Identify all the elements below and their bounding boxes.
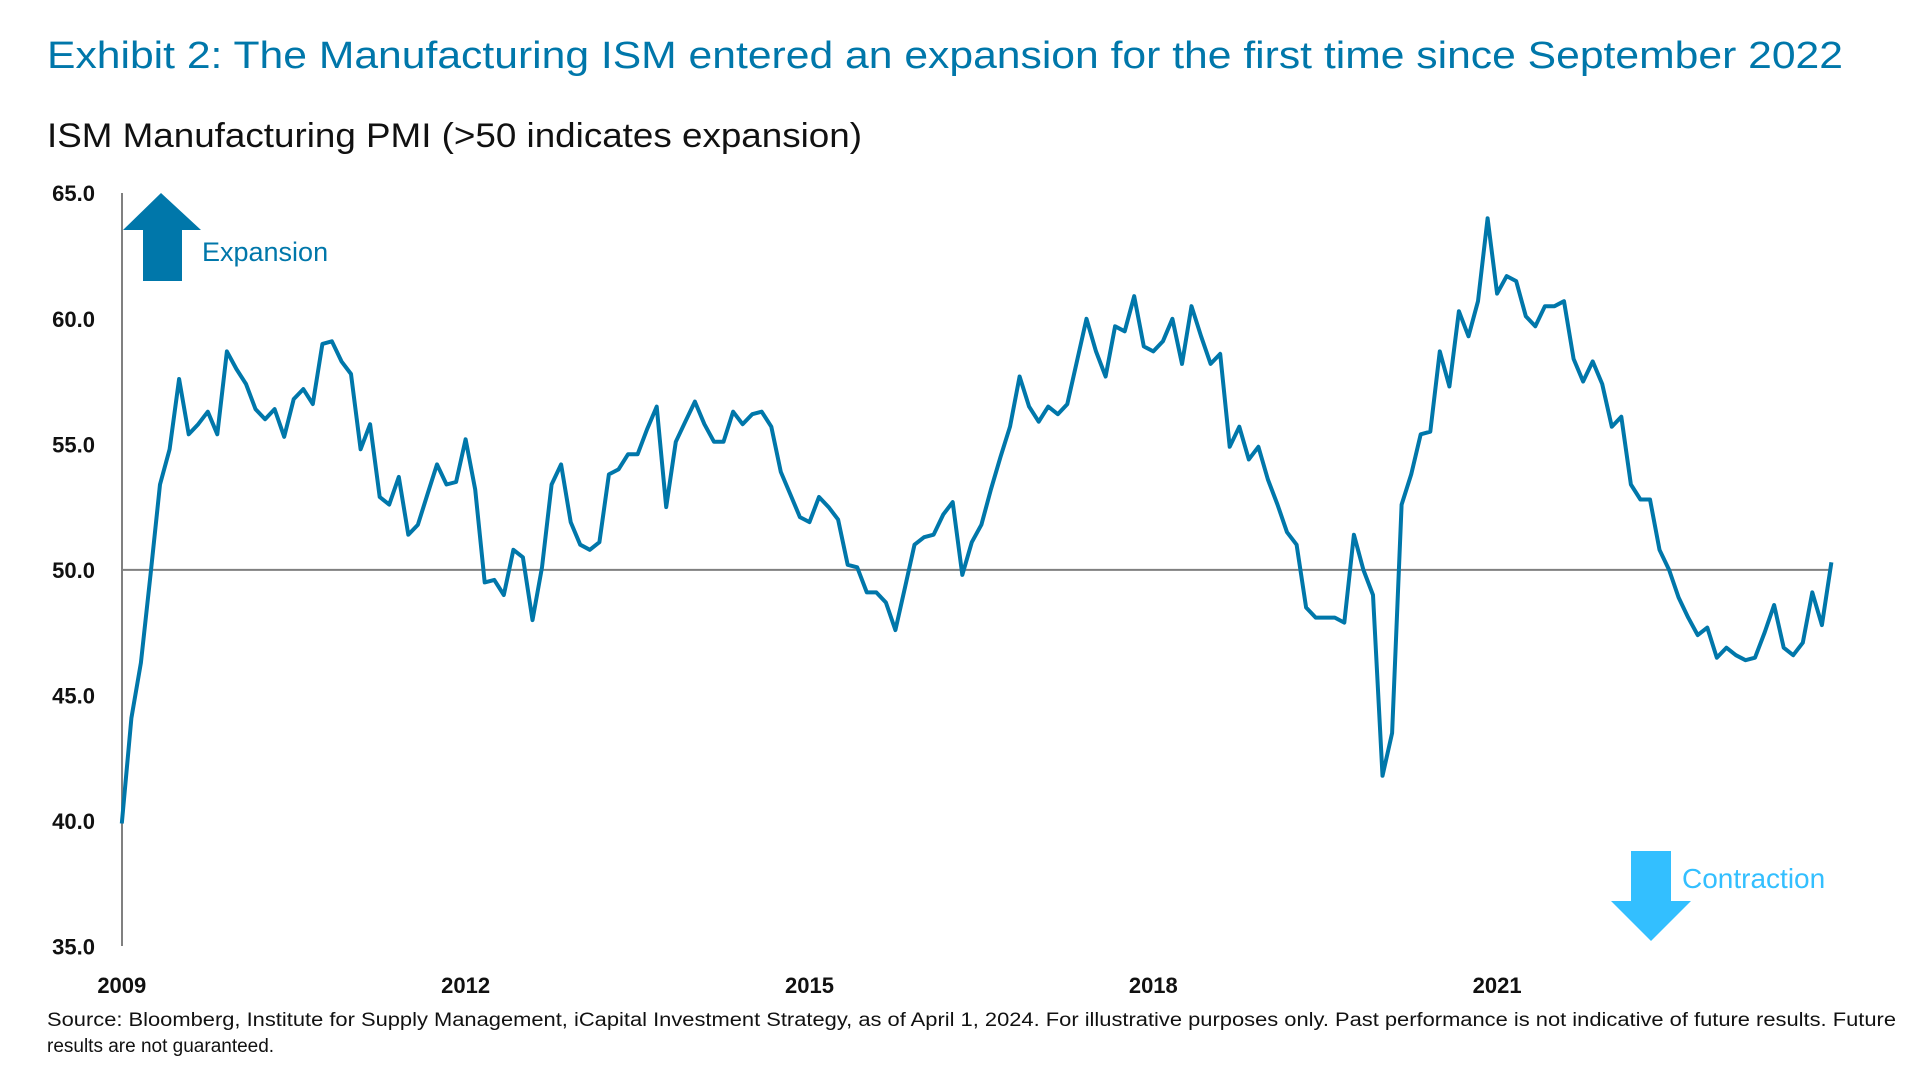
x-tick-label: 2012 [441, 973, 490, 998]
y-tick-label: 65.0 [52, 181, 95, 206]
y-tick-label: 40.0 [52, 809, 95, 834]
y-tick-label: 50.0 [52, 558, 95, 583]
x-axis-ticks: 2009 2012 2015 2018 2021 [97, 973, 1521, 998]
expansion-label: Expansion [202, 237, 328, 267]
y-tick-label: 45.0 [52, 683, 95, 708]
chart-subtitle: ISM Manufacturing PMI (>50 indicates exp… [47, 117, 862, 155]
y-tick-label: 35.0 [52, 935, 95, 960]
y-tick-label: 55.0 [52, 432, 95, 457]
data-points [122, 218, 1832, 823]
expansion-arrow-icon [123, 193, 201, 281]
x-tick-label: 2015 [785, 973, 834, 998]
x-tick-label: 2021 [1473, 973, 1522, 998]
series-line-pmi [119, 216, 1834, 824]
source-note-line-2: results are not guaranteed. [47, 1036, 274, 1057]
x-tick-label: 2018 [1129, 973, 1178, 998]
chart-title: Exhibit 2: The Manufacturing ISM entered… [47, 35, 1843, 77]
contraction-arrow-icon [1611, 851, 1691, 941]
y-axis-ticks: 35.0 40.0 45.0 50.0 55.0 60.0 65.0 [52, 181, 95, 959]
y-tick-label: 60.0 [52, 307, 95, 332]
source-note-line-1: Source: Bloomberg, Institute for Supply … [47, 1010, 1896, 1031]
contraction-label: Contraction [1682, 863, 1825, 894]
x-tick-label: 2009 [97, 973, 146, 998]
